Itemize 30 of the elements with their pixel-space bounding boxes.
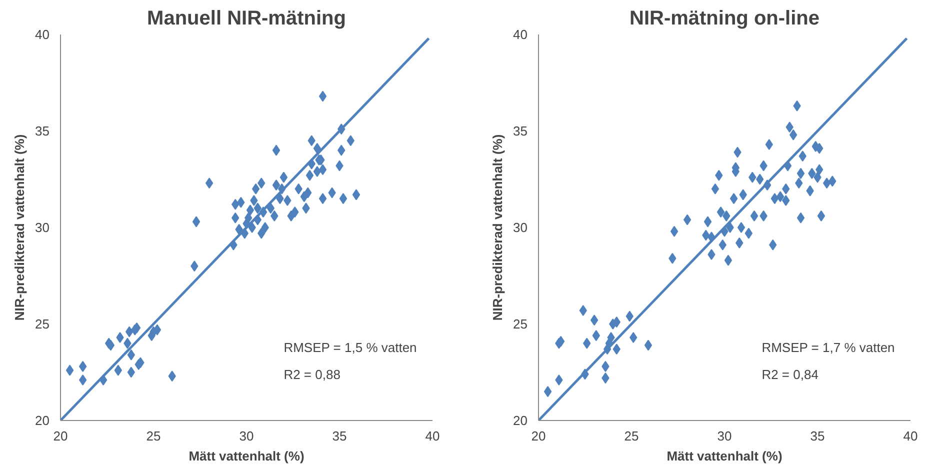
y-tick-label: 30 (513, 220, 528, 235)
y-tick-label: 20 (35, 413, 50, 428)
x-tick-label: 40 (425, 428, 440, 444)
y-axis-title: NIR-predikterad vattenhalt (%) (490, 134, 506, 321)
x-tick-label: 30 (717, 428, 732, 444)
y-tick-label: 20 (513, 413, 528, 428)
x-tick-label: 20 (53, 428, 68, 444)
annotation: R2 = 0,84 (762, 366, 818, 382)
x-tick-label: 35 (810, 428, 825, 444)
y-tick-label: 25 (513, 316, 528, 332)
x-tick-label: 40 (903, 428, 918, 444)
x-axis-title: Mätt vattenhalt (%) (188, 448, 304, 464)
y-axis-title: NIR-predikterad vattenhalt (%) (12, 134, 28, 321)
x-tick-label: 20 (531, 428, 546, 444)
x-tick-label: 30 (239, 428, 254, 444)
chart-title: NIR-mätning on-line (630, 8, 820, 30)
x-tick-label: 25 (624, 428, 639, 444)
y-tick-label: 30 (35, 220, 50, 235)
annotation: RMSEP = 1,5 % vatten (284, 340, 417, 355)
annotation: R2 = 0,88 (284, 366, 340, 382)
y-tick-label: 40 (513, 27, 528, 42)
y-tick-label: 25 (35, 316, 50, 332)
y-tick-label: 35 (513, 124, 528, 138)
y-tick-label: 40 (35, 27, 50, 42)
annotation: RMSEP = 1,7 % vatten (762, 340, 895, 355)
x-tick-label: 25 (146, 428, 161, 444)
chart-title: Manuell NIR-mätning (147, 8, 346, 30)
x-tick-label: 35 (332, 428, 347, 444)
y-tick-label: 35 (35, 124, 50, 138)
x-axis-title: Mätt vattenhalt (%) (666, 448, 782, 464)
